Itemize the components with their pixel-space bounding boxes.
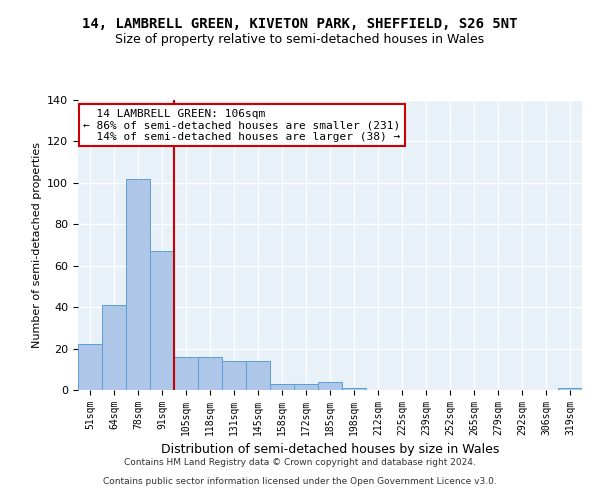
Text: Contains HM Land Registry data © Crown copyright and database right 2024.: Contains HM Land Registry data © Crown c… (124, 458, 476, 467)
Bar (222, 361, 246, 390)
Text: Contains public sector information licensed under the Open Government Licence v3: Contains public sector information licen… (103, 476, 497, 486)
Bar (270, 384, 294, 390)
X-axis label: Distribution of semi-detached houses by size in Wales: Distribution of semi-detached houses by … (161, 444, 499, 456)
Bar (342, 388, 366, 390)
Text: 14, LAMBRELL GREEN, KIVETON PARK, SHEFFIELD, S26 5NT: 14, LAMBRELL GREEN, KIVETON PARK, SHEFFI… (82, 18, 518, 32)
Bar (174, 357, 198, 390)
Bar (150, 251, 174, 390)
Bar (294, 384, 318, 390)
Bar (318, 382, 342, 390)
Bar (78, 344, 102, 390)
Text: 14 LAMBRELL GREEN: 106sqm
← 86% of semi-detached houses are smaller (231)
  14% : 14 LAMBRELL GREEN: 106sqm ← 86% of semi-… (83, 108, 400, 142)
Bar (558, 388, 582, 390)
Y-axis label: Number of semi-detached properties: Number of semi-detached properties (32, 142, 41, 348)
Bar (126, 178, 150, 390)
Text: Size of property relative to semi-detached houses in Wales: Size of property relative to semi-detach… (115, 32, 485, 46)
Bar (198, 357, 222, 390)
Bar (246, 361, 270, 390)
Bar (102, 305, 126, 390)
